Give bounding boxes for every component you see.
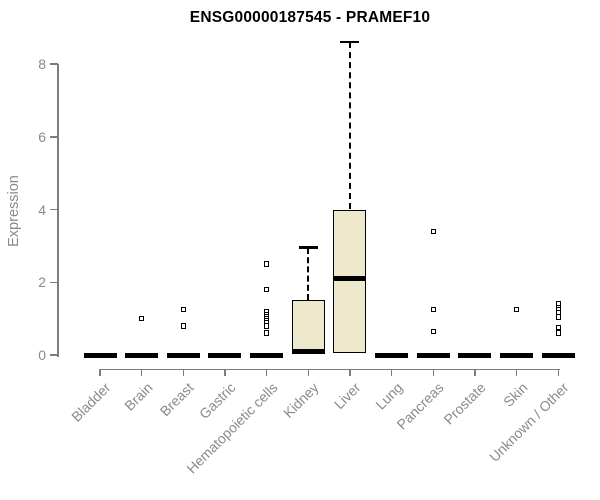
y-tick <box>50 136 58 138</box>
y-tick <box>50 63 58 65</box>
x-axis-line <box>99 368 560 370</box>
flat-box <box>416 352 450 358</box>
outlier-point <box>263 286 270 293</box>
x-tick <box>140 368 143 376</box>
x-tick <box>182 368 185 376</box>
box <box>333 209 367 354</box>
flat-box <box>125 352 159 358</box>
flat-box <box>541 352 575 358</box>
x-tick <box>99 368 101 376</box>
y-tick-label: 8 <box>38 56 46 72</box>
x-tick <box>557 368 559 376</box>
y-tick-label: 2 <box>38 274 46 291</box>
outlier-point <box>180 323 187 329</box>
whisker <box>348 42 351 210</box>
outlier-point <box>430 228 437 235</box>
outlier-point <box>263 261 270 267</box>
outlier-point <box>430 328 437 335</box>
x-tick <box>349 368 351 376</box>
outlier-point <box>555 330 561 336</box>
x-tick <box>265 368 268 376</box>
flat-box <box>208 352 242 358</box>
flat-box <box>500 352 534 358</box>
box <box>291 300 325 354</box>
outlier-point <box>555 324 561 331</box>
outlier-point <box>138 315 145 322</box>
flat-box <box>458 352 492 358</box>
outlier-point <box>263 323 270 329</box>
box-median <box>291 349 325 354</box>
chart-title: ENSG00000187545 - PRAMEF10 <box>189 9 431 26</box>
outlier-point <box>180 306 187 313</box>
x-tick <box>307 368 310 376</box>
y-tick-label: 6 <box>38 128 46 145</box>
y-tick <box>50 208 58 211</box>
outlier-point <box>513 306 520 313</box>
y-tick-label: 4 <box>38 201 46 218</box>
outlier-point <box>430 306 437 313</box>
y-tick <box>50 281 58 283</box>
x-tick <box>515 368 518 376</box>
x-tick <box>432 368 435 376</box>
flat-box <box>83 352 117 358</box>
whisker <box>307 247 310 301</box>
box-median <box>333 276 367 281</box>
flat-box <box>375 352 409 358</box>
outlier-point <box>555 314 561 320</box>
y-tick-label: 0 <box>38 347 46 363</box>
whisker-cap <box>340 40 360 44</box>
flat-box <box>166 352 200 358</box>
outlier-point <box>263 330 270 336</box>
flat-box <box>250 352 284 358</box>
x-tick <box>224 368 226 376</box>
whisker-cap <box>298 246 318 249</box>
y-axis-line <box>57 64 59 357</box>
y-tick <box>50 354 58 356</box>
x-tick <box>474 368 476 376</box>
x-tick <box>390 368 393 376</box>
